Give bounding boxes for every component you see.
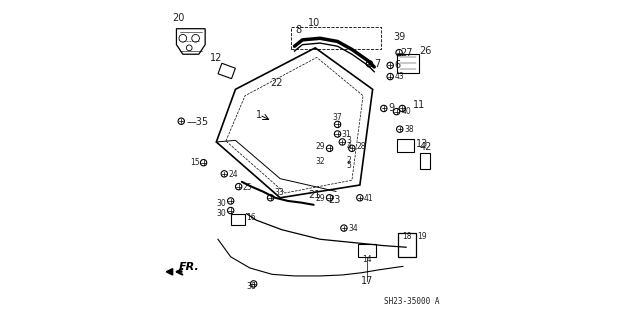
Text: 27: 27 (400, 48, 412, 58)
Text: 25: 25 (243, 183, 252, 192)
Text: 28: 28 (356, 142, 365, 151)
Bar (398, 233, 416, 257)
Bar (397, 54, 419, 73)
Text: 15: 15 (190, 158, 200, 167)
Bar (230, 214, 245, 225)
Bar (218, 63, 236, 79)
Text: —35: —35 (187, 117, 209, 127)
Text: 23: 23 (328, 195, 340, 204)
Text: 32: 32 (316, 157, 325, 166)
Text: 22: 22 (271, 78, 283, 88)
Text: 36: 36 (246, 282, 256, 291)
Polygon shape (166, 269, 173, 275)
Bar (397, 139, 414, 152)
Text: 11: 11 (413, 100, 425, 110)
Text: 33: 33 (275, 188, 284, 197)
Text: 6: 6 (394, 60, 401, 70)
Text: 39: 39 (393, 32, 405, 42)
Text: 5: 5 (346, 161, 351, 170)
Text: 21: 21 (308, 190, 320, 200)
Text: 10: 10 (307, 18, 320, 27)
Text: 19: 19 (417, 232, 427, 241)
Text: 26: 26 (420, 46, 432, 56)
Text: 18: 18 (403, 232, 412, 241)
Bar (358, 244, 376, 257)
Text: 2: 2 (346, 156, 351, 165)
Text: SH23-35000 A: SH23-35000 A (384, 297, 439, 306)
Text: 20: 20 (172, 13, 184, 23)
Text: 4: 4 (346, 142, 351, 151)
Text: 9: 9 (388, 103, 395, 114)
Text: 17: 17 (361, 276, 373, 286)
Text: 29: 29 (316, 142, 325, 151)
Text: 13: 13 (416, 139, 428, 149)
Text: 34: 34 (348, 224, 358, 233)
Text: 37: 37 (333, 113, 342, 122)
Text: 12: 12 (210, 53, 223, 63)
Text: 30: 30 (217, 199, 227, 208)
Text: 14: 14 (362, 255, 372, 263)
Text: 1: 1 (256, 110, 262, 120)
Text: 40: 40 (401, 107, 411, 115)
Text: 7: 7 (374, 59, 380, 69)
Bar (420, 153, 430, 169)
Text: FR.: FR. (179, 262, 200, 271)
Text: 29: 29 (316, 194, 325, 203)
Text: 3: 3 (346, 137, 351, 145)
Text: 43: 43 (394, 72, 404, 81)
Text: 8: 8 (295, 25, 301, 34)
Text: 16: 16 (246, 213, 255, 222)
Text: 38: 38 (404, 125, 414, 134)
Text: 42: 42 (419, 142, 431, 152)
Text: 30: 30 (217, 209, 227, 218)
Text: 41: 41 (364, 194, 374, 203)
Text: 24: 24 (228, 170, 238, 179)
Text: 31: 31 (342, 130, 351, 139)
